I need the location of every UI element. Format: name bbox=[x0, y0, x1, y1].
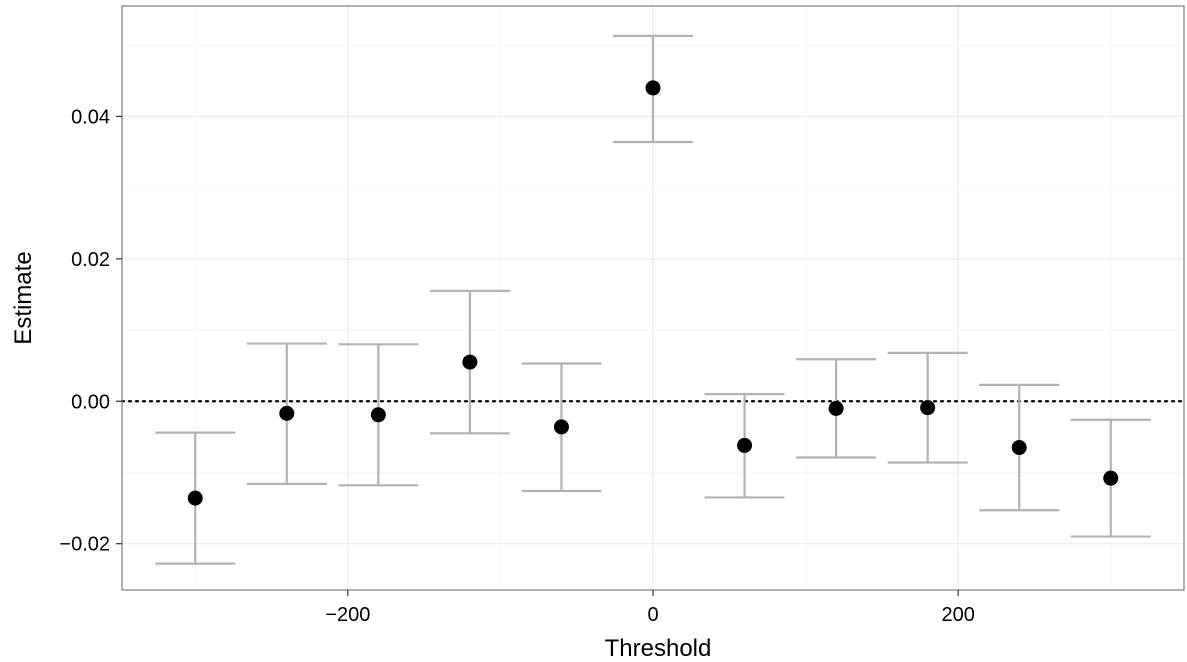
y-tick-label: 0.00 bbox=[71, 391, 110, 413]
x-tick-label: 200 bbox=[941, 604, 974, 626]
x-tick-label: −200 bbox=[325, 604, 370, 626]
y-tick-label: −0.02 bbox=[59, 534, 110, 556]
data-point bbox=[737, 437, 753, 453]
data-point bbox=[187, 490, 203, 506]
data-point bbox=[553, 419, 569, 435]
data-point bbox=[279, 405, 295, 421]
data-point bbox=[645, 80, 661, 96]
error-bars bbox=[155, 34, 1151, 565]
x-tick-label: 0 bbox=[647, 604, 658, 626]
data-point bbox=[370, 407, 386, 423]
y-axis-label: Estimate bbox=[10, 251, 37, 344]
y-axis-ticks: −0.02 0.00 0.02 0.04 bbox=[59, 106, 122, 556]
data-point bbox=[1103, 470, 1119, 486]
data-point bbox=[920, 400, 936, 416]
y-tick-label: 0.02 bbox=[71, 249, 110, 271]
x-axis-label: Threshold bbox=[605, 635, 712, 662]
data-points bbox=[187, 80, 1119, 506]
data-point bbox=[1011, 440, 1027, 456]
data-point bbox=[828, 400, 844, 416]
y-tick-label: 0.04 bbox=[71, 106, 110, 128]
data-point bbox=[462, 354, 478, 370]
x-axis-ticks: −200 0 200 bbox=[325, 590, 975, 626]
